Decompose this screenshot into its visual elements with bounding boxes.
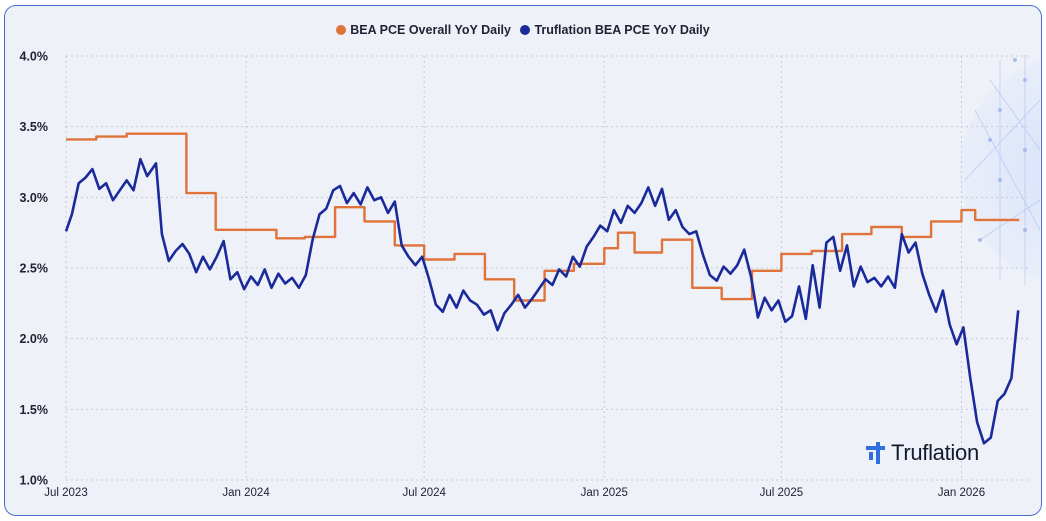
- x-tick-label: Jul 2024: [402, 487, 446, 499]
- truflation-logo-icon: [866, 442, 885, 464]
- legend-swatch-bea: [336, 25, 347, 35]
- y-tick-label: 2.5%: [20, 262, 49, 276]
- series-line-truflation-pce: [64, 157, 1020, 445]
- legend-item-truflation[interactable]: Truflation BEA PCE YoY Daily: [520, 23, 710, 37]
- chart-card: [4, 5, 1042, 516]
- y-tick-label: 1.0%: [20, 474, 49, 488]
- truflation-logo: Truflation: [864, 440, 979, 466]
- y-tick-label: 4.0%: [20, 50, 49, 64]
- x-tick-label: Jan 2025: [581, 487, 628, 499]
- legend-label-bea: BEA PCE Overall YoY Daily: [350, 23, 511, 37]
- legend-label-truflation: Truflation BEA PCE YoY Daily: [534, 23, 710, 37]
- x-axis: Jul 2023 Jan 2024 Jul 2024 Jan 2025 Jul 2025…: [44, 487, 985, 499]
- y-tick-label: 2.0%: [20, 332, 49, 346]
- y-tick-label: 1.5%: [20, 403, 49, 417]
- y-tick-label: 3.0%: [20, 191, 49, 205]
- legend-swatch-truflation: [520, 25, 531, 35]
- series-line-bea-pce: [66, 132, 1020, 302]
- y-axis: 1.0% 1.5% 2.0% 2.5% 3.0% 3.5% 4.0%: [20, 50, 49, 488]
- legend: BEA PCE Overall YoY Daily Truflation BEA…: [0, 23, 1046, 38]
- x-tick-label: Jan 2026: [938, 487, 985, 499]
- x-tick-label: Jan 2024: [222, 487, 270, 499]
- series-lines: [64, 132, 1020, 445]
- truflation-logo-text: Truflation: [891, 440, 979, 465]
- y-tick-label: 3.5%: [20, 120, 49, 134]
- grid-lines: [65, 55, 1028, 481]
- globe-decoration: [960, 55, 1040, 285]
- x-tick-label: Jul 2025: [760, 487, 803, 499]
- legend-item-bea[interactable]: BEA PCE Overall YoY Daily: [336, 23, 511, 37]
- x-tick-label: Jul 2023: [44, 487, 87, 499]
